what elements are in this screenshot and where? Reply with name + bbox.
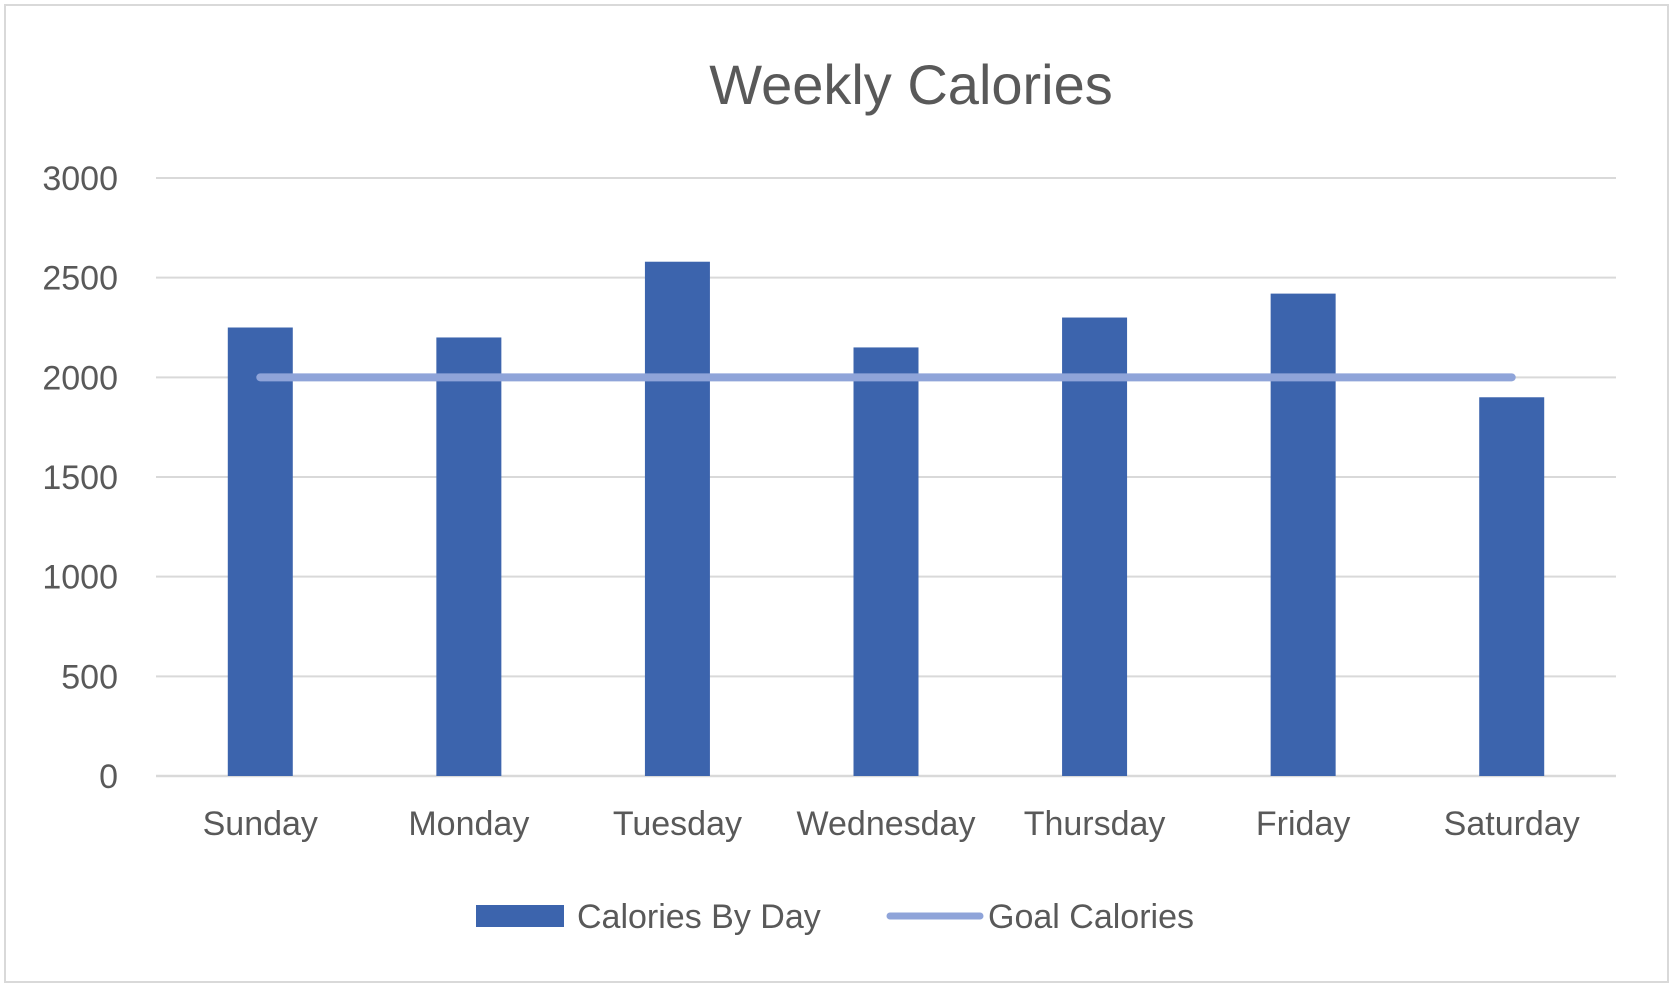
x-tick-label: Friday [1256, 805, 1350, 843]
chart-svg: Weekly Calories 0 500 1000 1500 2000 2500 3000… [42, 53, 1616, 936]
y-tick-label: 1000 [42, 559, 118, 597]
bar-tuesday [644, 261, 710, 777]
x-axis-tick-labels: Sunday Monday Tuesday Wednesday Thursday Frid… [203, 805, 1580, 843]
x-tick-label: Sunday [203, 805, 318, 843]
x-tick-label: Thursday [1024, 805, 1166, 843]
x-tick-label: Tuesday [613, 805, 742, 843]
bar-sunday [227, 327, 293, 776]
y-tick-label: 1500 [42, 459, 118, 497]
bar-monday [436, 337, 502, 776]
y-tick-label: 2000 [42, 359, 118, 397]
chart-title: Weekly Calories [709, 53, 1113, 116]
bar-friday [1270, 293, 1336, 776]
bar-series [227, 261, 1545, 777]
y-axis-tick-labels: 0 500 1000 1500 2000 2500 3000 [42, 160, 118, 796]
y-tick-label: 3000 [42, 160, 118, 198]
chart-frame: Weekly Calories 0 500 1000 1500 2000 2500 3000… [4, 4, 1669, 983]
y-tick-label: 2500 [42, 260, 118, 298]
bar-wednesday [853, 347, 919, 776]
y-tick-label: 500 [61, 658, 118, 696]
legend: Calories By Day Goal Calories [476, 898, 1194, 936]
x-tick-label: Monday [408, 805, 529, 843]
x-tick-label: Saturday [1444, 805, 1580, 843]
legend-label-calories-by-day: Calories By Day [577, 898, 821, 936]
x-tick-label: Wednesday [797, 805, 976, 843]
bar-thursday [1062, 317, 1128, 776]
y-tick-label: 0 [99, 758, 118, 796]
bar-saturday [1479, 397, 1545, 776]
legend-bar-swatch [476, 905, 564, 927]
legend-label-goal-calories: Goal Calories [988, 898, 1194, 936]
